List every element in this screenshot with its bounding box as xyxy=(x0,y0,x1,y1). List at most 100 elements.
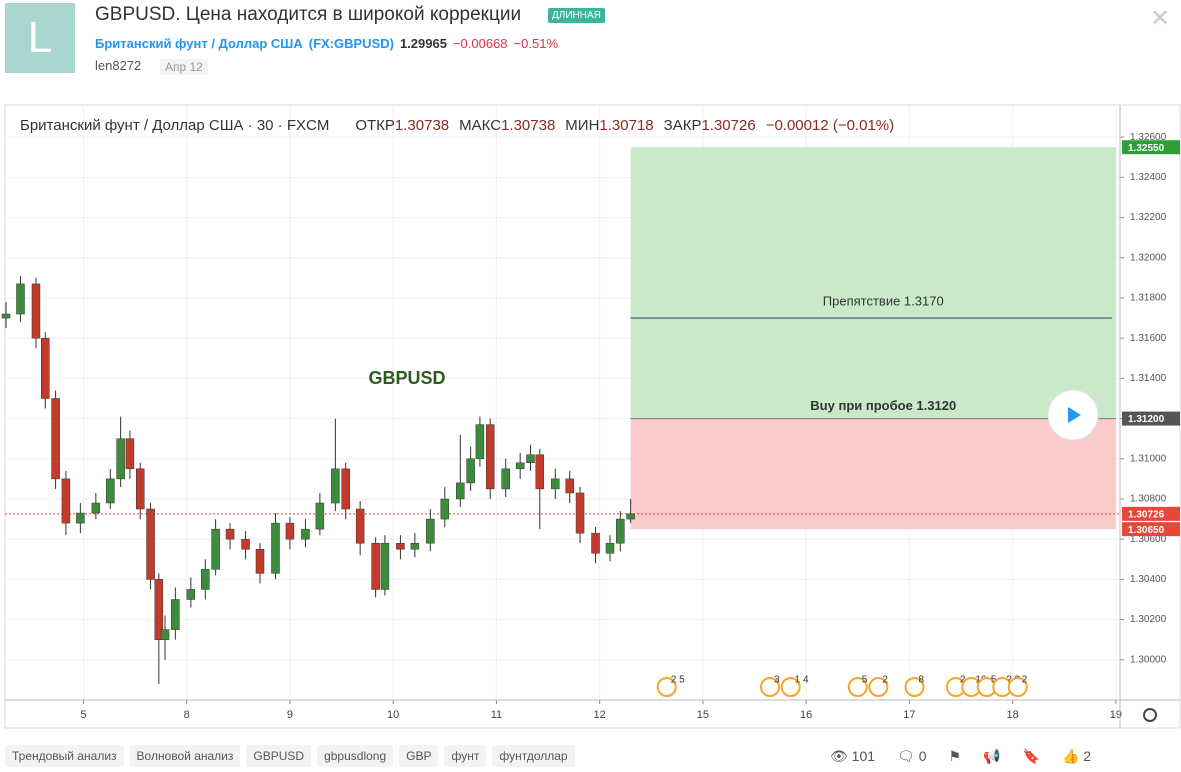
candle-body xyxy=(135,468,145,510)
resistance-label: Препятствие 1.3170 xyxy=(823,294,944,309)
price-tag-label: 1.30726 xyxy=(1128,510,1165,521)
stats: 👁 101 🗨 0 ⚑ 📢 🔖 👍 2 xyxy=(830,748,1091,765)
x-tick-label: 18 xyxy=(1007,709,1019,721)
candle-body xyxy=(575,492,585,534)
views: 👁 101 xyxy=(830,748,876,764)
candle-body xyxy=(31,283,41,339)
price-tag-label: 1.30650 xyxy=(1128,525,1165,536)
event-label: 2 xyxy=(882,675,888,686)
candle-body xyxy=(380,542,390,590)
settings-icon[interactable] xyxy=(1143,708,1157,722)
candle-body xyxy=(466,458,475,484)
candle-body xyxy=(51,398,60,480)
stop-zone xyxy=(630,418,1116,530)
x-tick-label: 12 xyxy=(594,709,606,721)
candle-body xyxy=(371,542,380,590)
tag[interactable]: gbpusdlong xyxy=(317,745,394,767)
candle-body xyxy=(241,538,250,550)
event-label: 1 4 xyxy=(795,675,809,686)
candle-body xyxy=(186,589,196,600)
event-icon xyxy=(904,677,925,697)
comments-count: 0 xyxy=(918,748,927,764)
candle-body xyxy=(565,478,574,494)
y-tick-label: 1.32000 xyxy=(1130,252,1167,263)
x-tick-label: 5 xyxy=(80,709,86,721)
y-tick-label: 1.31600 xyxy=(1130,333,1167,344)
candle-body xyxy=(426,518,435,544)
date: Апр 12 xyxy=(160,59,208,75)
flag-button[interactable]: ⚑ xyxy=(948,748,962,764)
candle-body xyxy=(331,468,340,504)
candle-body xyxy=(341,468,350,510)
bookmark-button[interactable]: 🔖 xyxy=(1022,748,1040,764)
x-tick-label: 9 xyxy=(287,709,293,721)
y-tick-label: 1.32400 xyxy=(1130,172,1167,183)
symbol-line: Британский фунт / Доллар США (FX:GBPUSD) 1… xyxy=(95,36,564,51)
event-label: 3 xyxy=(774,675,780,686)
legend-symbol: Британский фунт / Доллар США · 30 · FXCM xyxy=(20,117,329,134)
ohlc-label: МАКС xyxy=(459,117,501,134)
x-tick-label: 17 xyxy=(903,709,915,721)
y-tick-label: 1.31800 xyxy=(1130,293,1167,304)
y-tick-label: 1.31000 xyxy=(1130,453,1167,464)
candle-body xyxy=(125,438,135,470)
event-icon xyxy=(868,677,889,697)
candle-body xyxy=(591,532,600,554)
symbol-label: GBPUSD xyxy=(368,368,445,388)
event-icon xyxy=(780,677,801,697)
event-label: 5 xyxy=(862,675,868,686)
candle-body xyxy=(440,498,450,520)
price-tag-label: 1.32550 xyxy=(1128,143,1165,154)
views-count: 101 xyxy=(851,748,876,764)
event-label: 8 xyxy=(919,675,925,686)
price-tag-label: 1.31200 xyxy=(1128,414,1165,425)
event-icon xyxy=(847,677,868,697)
ohlc-label: ОТКР xyxy=(355,117,395,134)
ohlc-value: 1.30726 xyxy=(701,117,755,134)
price-tag xyxy=(1122,506,1180,521)
candle-body xyxy=(396,542,405,550)
close-button[interactable]: ✕ xyxy=(1150,5,1171,32)
likes[interactable]: 👍 2 xyxy=(1061,748,1092,764)
y-tick-label: 1.32200 xyxy=(1130,212,1167,223)
tag[interactable]: GBPUSD xyxy=(246,745,312,767)
candle-body xyxy=(225,528,235,540)
author[interactable]: len8272 xyxy=(95,58,142,73)
tag[interactable]: фунтдоллар xyxy=(492,745,575,767)
candle-body xyxy=(605,542,615,554)
ohlc-label: МИН xyxy=(565,117,599,134)
candle-body xyxy=(551,478,560,490)
y-tick-label: 1.32600 xyxy=(1130,132,1167,143)
x-tick-label: 16 xyxy=(800,709,812,721)
symbol[interactable]: (FX:GBPUSD) xyxy=(308,36,394,51)
y-tick-label: 1.30200 xyxy=(1130,614,1167,625)
symbol-name[interactable]: Британский фунт / Доллар США xyxy=(95,36,303,51)
tag[interactable]: Трендовый анализ xyxy=(5,745,124,767)
legend: Британский фунт / Доллар США · 30 · FXCM… xyxy=(20,117,894,134)
share-button[interactable]: 📢 xyxy=(983,748,1001,764)
candle-body xyxy=(41,337,50,399)
y-tick-label: 1.30800 xyxy=(1130,494,1167,505)
candle-body xyxy=(271,522,280,574)
tag[interactable]: фунт xyxy=(444,745,487,767)
candle-body xyxy=(410,542,420,550)
price-tag xyxy=(1122,411,1180,426)
candle-body xyxy=(211,528,220,570)
candle-body xyxy=(526,454,535,464)
candle-body xyxy=(501,468,510,490)
candle-body xyxy=(535,454,545,490)
candle-body xyxy=(1,313,11,319)
candle-body xyxy=(315,502,325,530)
candle-body xyxy=(106,478,115,504)
comments[interactable]: 🗨 0 xyxy=(897,748,927,764)
event-icon xyxy=(760,677,781,697)
event-icon xyxy=(656,677,677,697)
x-tick-label: 15 xyxy=(697,709,709,721)
ohlc-label: ЗАКР xyxy=(664,117,702,134)
tag[interactable]: Волновой анализ xyxy=(129,745,241,767)
candle-body xyxy=(171,599,180,630)
tag[interactable]: GBP xyxy=(399,745,439,767)
ohlc-value: 1.30738 xyxy=(395,117,449,134)
candle-body xyxy=(201,569,210,590)
candle-body xyxy=(475,424,485,460)
